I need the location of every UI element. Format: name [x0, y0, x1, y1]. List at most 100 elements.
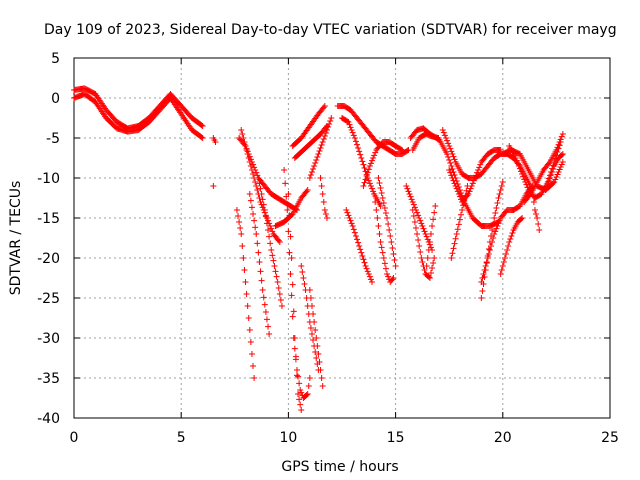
data-point — [450, 153, 457, 160]
series-sat-c — [210, 135, 219, 145]
data-point — [252, 224, 259, 231]
data-point — [463, 187, 470, 194]
data-point — [316, 148, 323, 154]
data-point — [371, 152, 378, 159]
data-point — [505, 243, 512, 249]
data-point — [473, 172, 479, 179]
data-point — [423, 263, 430, 269]
data-point — [426, 239, 433, 245]
data-point — [449, 166, 456, 172]
data-point — [379, 195, 386, 201]
data-point — [318, 142, 325, 148]
data-point — [351, 135, 358, 141]
x-axis-label: GPS time / hours — [281, 459, 398, 475]
data-point — [462, 192, 469, 199]
data-point — [379, 249, 386, 256]
data-point — [558, 133, 565, 140]
data-point — [544, 181, 551, 187]
data-point — [504, 247, 511, 253]
data-point — [349, 223, 356, 229]
chart-title: Day 109 of 2023, Sidereal Day-to-day VTE… — [44, 22, 617, 38]
series-sat-r — [317, 175, 330, 221]
data-point — [245, 155, 252, 161]
data-point — [308, 331, 315, 337]
data-point — [482, 267, 489, 273]
data-point — [244, 151, 251, 157]
series-sat-k — [281, 167, 313, 401]
data-point — [467, 185, 474, 192]
data-point — [515, 163, 522, 169]
data-point — [441, 132, 448, 139]
series-sat-b — [71, 91, 206, 141]
data-point — [312, 349, 319, 355]
data-point — [303, 392, 310, 398]
data-point — [391, 257, 398, 263]
data-point — [366, 180, 373, 187]
series-sat-an — [529, 191, 543, 233]
data-point — [236, 219, 243, 225]
data-point — [469, 180, 476, 187]
data-point — [431, 255, 438, 261]
data-point — [516, 165, 523, 172]
data-point — [299, 269, 306, 275]
data-point — [452, 235, 459, 242]
data-point — [253, 231, 260, 237]
data-point — [448, 255, 455, 261]
data-point — [233, 207, 240, 213]
data-point — [325, 124, 332, 130]
data-point — [508, 233, 515, 239]
data-point — [248, 204, 255, 211]
data-point — [455, 221, 462, 228]
data-point — [447, 169, 454, 176]
data-point — [328, 115, 335, 121]
data-point — [248, 167, 255, 173]
data-point — [559, 131, 566, 137]
x-tick-label: 0 — [70, 430, 79, 446]
data-point — [526, 192, 533, 199]
data-point — [478, 295, 485, 301]
data-point — [199, 135, 206, 141]
data-point — [470, 177, 477, 184]
data-point — [431, 209, 438, 216]
data-point — [466, 188, 473, 195]
data-point — [321, 207, 328, 213]
data-point — [545, 160, 552, 167]
data-point — [446, 157, 453, 163]
data-point — [545, 178, 552, 184]
data-point — [471, 175, 478, 181]
data-point — [496, 191, 503, 197]
data-point — [376, 231, 383, 237]
data-point — [245, 315, 252, 321]
data-point — [260, 294, 267, 301]
y-tick-label: -35 — [37, 371, 60, 387]
data-point — [475, 167, 482, 173]
data-point — [293, 372, 300, 379]
data-point — [451, 240, 458, 247]
data-point — [465, 191, 472, 197]
data-point — [275, 237, 282, 244]
data-point — [521, 176, 528, 183]
data-point — [361, 259, 368, 266]
data-point — [313, 335, 320, 341]
data-point — [352, 233, 359, 239]
data-point — [417, 249, 424, 255]
data-point — [376, 180, 383, 186]
data-point — [363, 173, 370, 179]
data-point — [296, 380, 303, 387]
data-point — [276, 291, 283, 297]
data-point — [346, 215, 353, 221]
data-point — [555, 141, 562, 148]
data-point — [348, 127, 355, 133]
series-sat-d — [210, 183, 217, 189]
data-point — [310, 166, 317, 172]
data-point — [448, 148, 455, 155]
data-point — [199, 123, 206, 129]
data-point — [453, 231, 460, 237]
series-sat-aj — [497, 215, 526, 277]
data-point — [256, 259, 263, 265]
data-point — [297, 387, 304, 393]
data-point — [262, 213, 269, 220]
data-point — [371, 191, 378, 197]
data-point — [254, 187, 261, 193]
y-tick-label: -10 — [37, 171, 60, 187]
